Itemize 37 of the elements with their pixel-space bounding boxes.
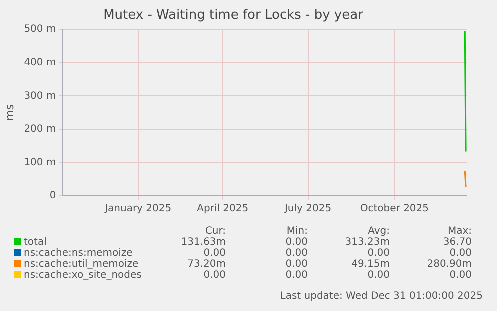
text: 0.00	[366, 270, 391, 281]
text: 0.00	[202, 270, 227, 281]
text: 280.90m	[426, 259, 473, 270]
x-tick-label: April 2025	[197, 204, 249, 215]
text: 36.70	[442, 237, 473, 248]
legend-label: ns:cache:ns:memoize	[23, 248, 134, 259]
y-tick-label: 500 m	[24, 24, 56, 36]
text: Cur:	[204, 226, 227, 237]
x-tick-label: January 2025	[104, 204, 172, 215]
y-tick-label: 100 m	[24, 157, 56, 168]
legend-label: ns:cache:xo_site_nodes	[23, 270, 143, 281]
text: 0.00	[284, 237, 309, 248]
legend-label: ns:cache:util_memoize	[23, 259, 140, 270]
text: 0.00	[284, 248, 309, 259]
text: 0.00	[202, 248, 227, 259]
legend-label: total	[23, 237, 48, 248]
x-tick-label: October 2025	[360, 204, 430, 215]
text: 313.23m	[344, 237, 391, 248]
y-tick-label: 300 m	[24, 90, 56, 102]
text: 0.00	[284, 259, 309, 270]
y-tick-label: 200 m	[24, 124, 56, 136]
text: 0.00	[448, 270, 473, 281]
text: 0.00	[284, 270, 309, 281]
text: 73.20m	[186, 259, 227, 270]
chart-title: Mutex - Waiting time for Locks - by year	[104, 8, 364, 24]
y-tick-label: 400 m	[24, 57, 56, 68]
x-tick-label: July 2025	[284, 204, 332, 215]
text: Max:	[446, 226, 473, 237]
text: Min:	[286, 226, 309, 237]
y-tick-label: 0	[50, 190, 56, 202]
text: 0.00	[366, 248, 391, 259]
y-axis-title: ms	[3, 104, 16, 122]
text: Avg:	[367, 226, 391, 237]
text: 0.00	[448, 248, 473, 259]
text: 49.15m	[350, 259, 391, 270]
text: 131.63m	[180, 237, 227, 248]
text: Last update: Wed Dec 31 01:00:00 2025	[280, 291, 483, 303]
